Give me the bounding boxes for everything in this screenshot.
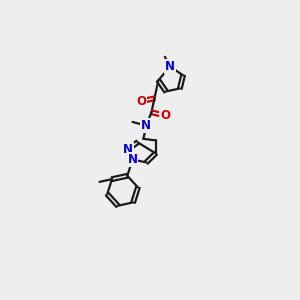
Text: N: N bbox=[141, 119, 152, 132]
Text: O: O bbox=[160, 109, 170, 122]
Text: O: O bbox=[136, 94, 146, 108]
Text: N: N bbox=[128, 153, 137, 166]
Text: N: N bbox=[165, 60, 175, 73]
Text: N: N bbox=[123, 143, 133, 156]
